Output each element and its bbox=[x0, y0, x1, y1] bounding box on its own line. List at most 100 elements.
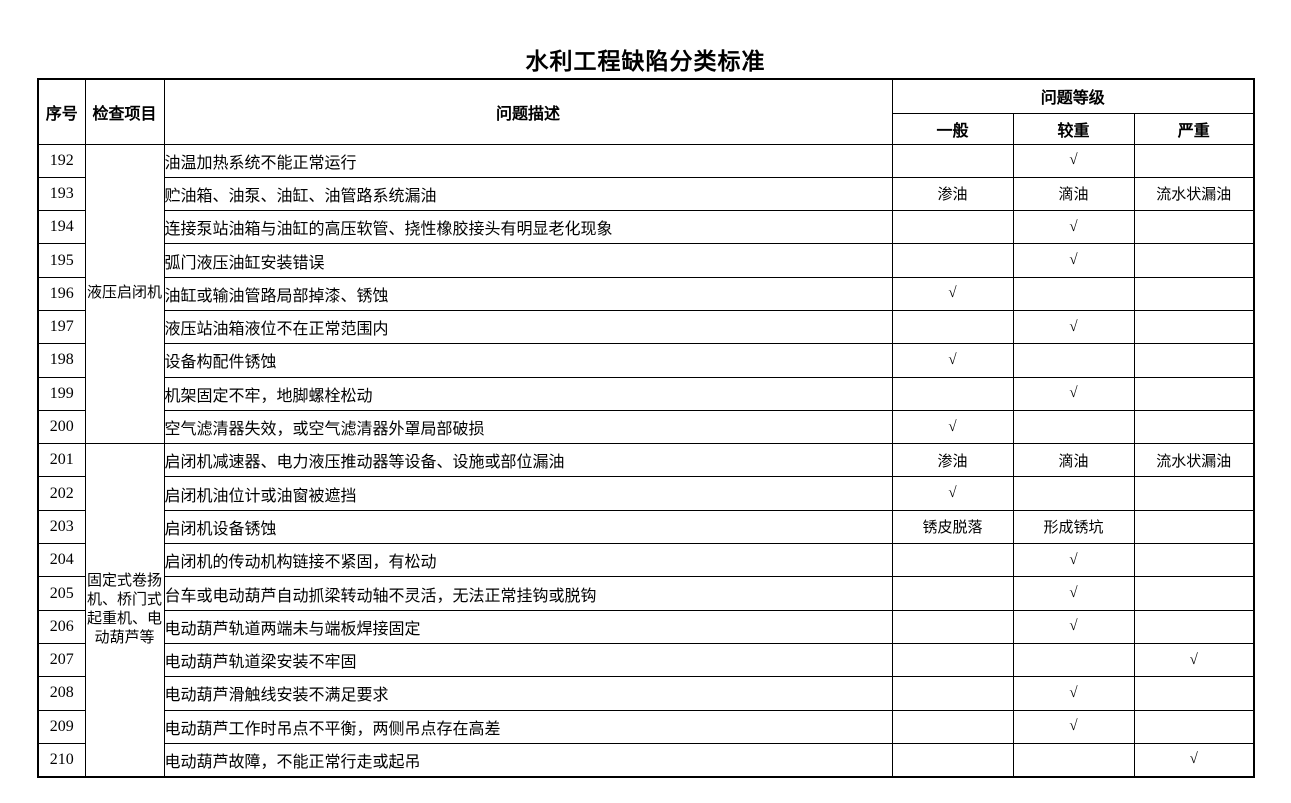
grade-moderate-cell: √ bbox=[1012, 143, 1135, 178]
grade-moderate-cell: √ bbox=[1012, 609, 1135, 644]
grade-moderate-cell: 滴油 bbox=[1012, 443, 1135, 478]
table-row: 202 启闭机油位计或油窗被遮挡 √ bbox=[37, 476, 1255, 511]
serial-number-cell: 193 bbox=[37, 176, 86, 212]
grade-moderate-cell: √ bbox=[1012, 376, 1135, 411]
serial-number-cell: 203 bbox=[37, 509, 86, 545]
problem-description-cell: 油温加热系统不能正常运行 bbox=[163, 143, 893, 178]
grade-severe-cell bbox=[1133, 276, 1255, 311]
table-body: 192 液压启闭机 油温加热系统不能正常运行 √ 193 贮油箱、油泵、油缸、油管路系统漏… bbox=[37, 143, 1255, 778]
grade-general-cell bbox=[891, 576, 1014, 611]
problem-description-cell: 电动葫芦工作时吊点不平衡，两侧吊点存在高差 bbox=[163, 709, 893, 744]
table-row: 206 电动葫芦轨道两端未与端板焊接固定 √ bbox=[37, 609, 1255, 644]
serial-number-cell: 199 bbox=[37, 376, 86, 411]
grade-severe-cell: √ bbox=[1133, 642, 1255, 678]
table-row: 210 电动葫芦故障，不能正常行走或起吊 √ bbox=[37, 742, 1255, 778]
grade-moderate-cell bbox=[1012, 343, 1135, 378]
grade-general-cell bbox=[891, 709, 1014, 744]
header-inspection-item: 检查项目 bbox=[84, 78, 165, 145]
table-row: 209 电动葫芦工作时吊点不平衡，两侧吊点存在高差 √ bbox=[37, 709, 1255, 744]
grade-severe-cell bbox=[1133, 476, 1255, 511]
problem-description-cell: 电动葫芦故障，不能正常行走或起吊 bbox=[163, 742, 893, 778]
grade-severe-cell bbox=[1133, 609, 1255, 644]
grade-moderate-cell bbox=[1012, 642, 1135, 678]
table-row: 201 固定式卷扬机、桥门式起重机、电动葫芦等 启闭机减速器、电力液压推动器等设备、… bbox=[37, 443, 1255, 778]
problem-description-cell: 电动葫芦滑触线安装不满足要求 bbox=[163, 676, 893, 711]
serial-number-cell: 208 bbox=[37, 676, 86, 711]
problem-description-cell: 电动葫芦轨道两端未与端板焊接固定 bbox=[163, 609, 893, 644]
table-row: 192 液压启闭机 油温加热系统不能正常运行 √ bbox=[37, 143, 1255, 445]
grade-moderate-cell bbox=[1012, 476, 1135, 511]
problem-description-cell: 设备构配件锈蚀 bbox=[163, 343, 893, 378]
grade-moderate-cell bbox=[1012, 276, 1135, 311]
grade-moderate-cell bbox=[1012, 409, 1135, 445]
problem-description-cell: 油缸或输油管路局部掉漆、锈蚀 bbox=[163, 276, 893, 311]
problem-description-cell: 弧门液压油缸安装错误 bbox=[163, 243, 893, 278]
serial-number-cell: 204 bbox=[37, 543, 86, 578]
grade-general-cell: √ bbox=[891, 276, 1014, 311]
grade-severe-cell bbox=[1133, 143, 1255, 178]
header-serial-number: 序号 bbox=[37, 78, 86, 145]
header-problem-grade: 问题等级 bbox=[891, 78, 1255, 114]
problem-description-cell: 启闭机设备锈蚀 bbox=[163, 509, 893, 545]
table-row: 195 弧门液压油缸安装错误 √ bbox=[37, 243, 1255, 278]
serial-number-cell: 206 bbox=[37, 609, 86, 644]
grade-severe-cell bbox=[1133, 709, 1255, 744]
grade-severe-cell: √ bbox=[1133, 742, 1255, 778]
problem-description-cell: 台车或电动葫芦自动抓梁转动轴不灵活，无法正常挂钩或脱钩 bbox=[163, 576, 893, 611]
serial-number-cell: 210 bbox=[37, 742, 86, 778]
grade-moderate-cell: √ bbox=[1012, 543, 1135, 578]
grade-general-cell: √ bbox=[891, 343, 1014, 378]
table-row: 196 油缸或输油管路局部掉漆、锈蚀 √ bbox=[37, 276, 1255, 311]
grade-severe-cell bbox=[1133, 576, 1255, 611]
inspection-item-cell: 固定式卷扬机、桥门式起重机、电动葫芦等 bbox=[84, 443, 165, 778]
grade-moderate-cell: √ bbox=[1012, 243, 1135, 278]
problem-description-cell: 启闭机油位计或油窗被遮挡 bbox=[163, 476, 893, 511]
problem-description-cell: 空气滤清器失效，或空气滤清器外罩局部破损 bbox=[163, 409, 893, 445]
grade-moderate-cell: √ bbox=[1012, 709, 1135, 744]
grade-general-cell: √ bbox=[891, 409, 1014, 445]
grade-severe-cell bbox=[1133, 676, 1255, 711]
problem-description-cell: 连接泵站油箱与油缸的高压软管、挠性橡胶接头有明显老化现象 bbox=[163, 210, 893, 245]
problem-description-cell: 液压站油箱液位不在正常范围内 bbox=[163, 309, 893, 345]
table-row: 207 电动葫芦轨道梁安装不牢固 √ bbox=[37, 642, 1255, 678]
problem-description-cell: 贮油箱、油泵、油缸、油管路系统漏油 bbox=[163, 176, 893, 212]
header-grade-moderate: 较重 bbox=[1012, 112, 1135, 145]
serial-number-cell: 192 bbox=[37, 143, 86, 178]
grade-severe-cell: 流水状漏油 bbox=[1133, 176, 1255, 212]
table-row: 203 启闭机设备锈蚀 锈皮脱落 形成锈坑 bbox=[37, 509, 1255, 545]
header-grade-general: 一般 bbox=[891, 112, 1014, 145]
grade-general-cell: √ bbox=[891, 476, 1014, 511]
grade-moderate-cell: √ bbox=[1012, 576, 1135, 611]
grade-general-cell bbox=[891, 143, 1014, 178]
table-row: 193 贮油箱、油泵、油缸、油管路系统漏油 渗油 滴油 流水状漏油 bbox=[37, 176, 1255, 212]
grade-general-cell bbox=[891, 210, 1014, 245]
grade-general-cell bbox=[891, 376, 1014, 411]
grade-moderate-cell: √ bbox=[1012, 309, 1135, 345]
serial-number-cell: 200 bbox=[37, 409, 86, 445]
serial-number-cell: 194 bbox=[37, 210, 86, 245]
grade-general-cell bbox=[891, 243, 1014, 278]
table-row: 197 液压站油箱液位不在正常范围内 √ bbox=[37, 309, 1255, 345]
grade-moderate-cell: √ bbox=[1012, 210, 1135, 245]
table-row: 198 设备构配件锈蚀 √ bbox=[37, 343, 1255, 378]
serial-number-cell: 207 bbox=[37, 642, 86, 678]
header-problem-description: 问题描述 bbox=[163, 78, 893, 145]
grade-severe-cell bbox=[1133, 309, 1255, 345]
grade-general-cell bbox=[891, 742, 1014, 778]
serial-number-cell: 205 bbox=[37, 576, 86, 611]
grade-general-cell: 渗油 bbox=[891, 443, 1014, 478]
serial-number-cell: 209 bbox=[37, 709, 86, 744]
table-row: 204 启闭机的传动机构链接不紧固，有松动 √ bbox=[37, 543, 1255, 578]
grade-severe-cell bbox=[1133, 243, 1255, 278]
grade-moderate-cell bbox=[1012, 742, 1135, 778]
problem-description-cell: 启闭机减速器、电力液压推动器等设备、设施或部位漏油 bbox=[163, 443, 893, 478]
header-grade-severe: 严重 bbox=[1133, 112, 1255, 145]
serial-number-cell: 195 bbox=[37, 243, 86, 278]
grade-general-cell: 锈皮脱落 bbox=[891, 509, 1014, 545]
grade-severe-cell bbox=[1133, 509, 1255, 545]
grade-moderate-cell: 形成锈坑 bbox=[1012, 509, 1135, 545]
table-row: 208 电动葫芦滑触线安装不满足要求 √ bbox=[37, 676, 1255, 711]
inspection-item-cell: 液压启闭机 bbox=[84, 143, 165, 445]
table-row: 205 台车或电动葫芦自动抓梁转动轴不灵活，无法正常挂钩或脱钩 √ bbox=[37, 576, 1255, 611]
